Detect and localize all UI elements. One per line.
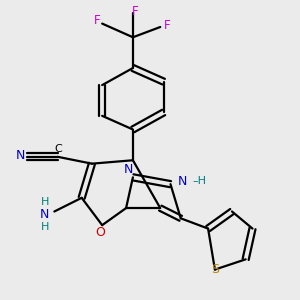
- Text: N: N: [40, 208, 50, 221]
- Text: F: F: [132, 5, 139, 18]
- Text: N: N: [178, 175, 188, 188]
- Text: C: C: [55, 144, 62, 154]
- Text: O: O: [95, 226, 105, 239]
- Text: N: N: [16, 148, 25, 162]
- Text: S: S: [211, 263, 219, 276]
- Text: F: F: [164, 19, 170, 32]
- Text: N: N: [124, 163, 134, 176]
- Text: F: F: [94, 14, 100, 27]
- Text: –H: –H: [193, 176, 207, 186]
- Text: H: H: [40, 197, 49, 207]
- Text: H: H: [40, 221, 49, 232]
